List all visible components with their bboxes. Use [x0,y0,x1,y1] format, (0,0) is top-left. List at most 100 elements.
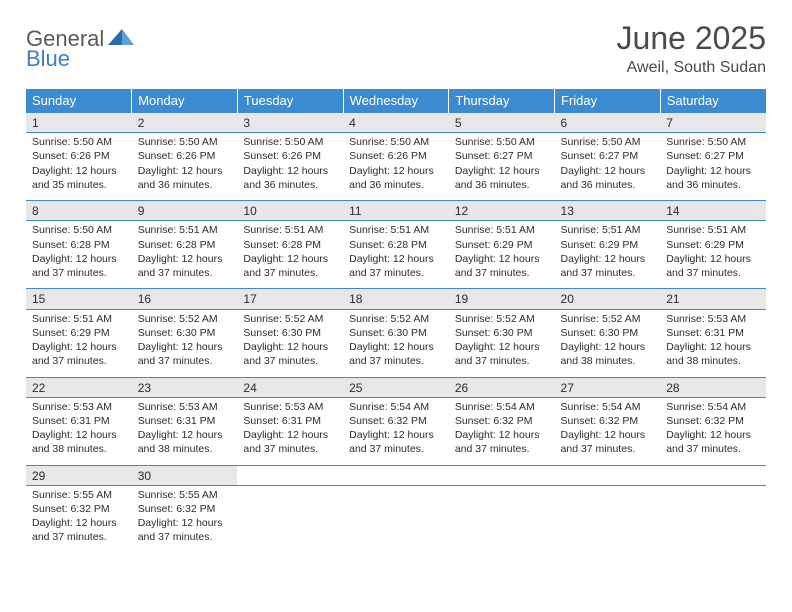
sunset-line: Sunset: 6:32 PM [349,414,443,428]
day-number-cell: 24 [237,377,343,397]
sunrise-line: Sunrise: 5:50 AM [666,135,760,149]
calendar-head: SundayMondayTuesdayWednesdayThursdayFrid… [26,89,766,113]
weekday-header: Sunday [26,89,132,113]
day-number-cell: 25 [343,377,449,397]
sunrise-line: Sunrise: 5:50 AM [243,135,337,149]
sunset-line: Sunset: 6:32 PM [666,414,760,428]
sunset-line: Sunset: 6:31 PM [243,414,337,428]
day-detail-cell: Sunrise: 5:50 AMSunset: 6:27 PMDaylight:… [555,133,661,201]
day-detail-row: Sunrise: 5:50 AMSunset: 6:26 PMDaylight:… [26,133,766,201]
day-number-cell: 16 [132,289,238,309]
day-detail-cell: Sunrise: 5:52 AMSunset: 6:30 PMDaylight:… [449,309,555,377]
sunset-line: Sunset: 6:30 PM [349,326,443,340]
day-detail-cell: Sunrise: 5:51 AMSunset: 6:28 PMDaylight:… [343,221,449,289]
day-number-cell: 1 [26,113,132,133]
sunset-line: Sunset: 6:29 PM [561,238,655,252]
sunset-line: Sunset: 6:28 PM [138,238,232,252]
sunrise-line: Sunrise: 5:51 AM [138,223,232,237]
day-detail-cell: Sunrise: 5:53 AMSunset: 6:31 PMDaylight:… [237,397,343,465]
day-detail-row: Sunrise: 5:51 AMSunset: 6:29 PM Daylight:… [26,309,766,377]
day-detail-cell: Sunrise: 5:52 AMSunset: 6:30 PMDaylight:… [132,309,238,377]
weekday-header: Monday [132,89,238,113]
day-detail-cell: Sunrise: 5:51 AMSunset: 6:29 PMDaylight:… [449,221,555,289]
day-number-row: 15161718192021 [26,289,766,309]
sunrise-line: Sunrise: 5:50 AM [455,135,549,149]
day-detail-cell [343,485,449,553]
weekday-header: Saturday [660,89,766,113]
day-number-cell [660,465,766,485]
logo-text-blue: Blue [26,46,70,71]
day-number-cell: 19 [449,289,555,309]
sunrise-line: Sunrise: 5:52 AM [243,312,337,326]
sunset-line: Sunset: 6:32 PM [455,414,549,428]
sunrise-line: Sunrise: 5:51 AM [349,223,443,237]
day-detail-cell: Sunrise: 5:52 AMSunset: 6:30 PMDaylight:… [343,309,449,377]
sunrise-line: Sunrise: 5:53 AM [243,400,337,414]
day-number-cell: 22 [26,377,132,397]
sunrise-line: Sunrise: 5:52 AM [349,312,443,326]
sunrise-line: Sunrise: 5:50 AM [349,135,443,149]
day-number-cell: 4 [343,113,449,133]
logo-triangle-icon [108,27,134,52]
sunrise-line: Sunrise: 5:54 AM [666,400,760,414]
sunset-line: Sunset: 6:27 PM [666,149,760,163]
weekday-header: Thursday [449,89,555,113]
daylight-line: Daylight: 12 hours and 37 minutes. [349,252,443,280]
day-detail-cell: Sunrise: 5:52 AMSunset: 6:30 PMDaylight:… [555,309,661,377]
daylight-line: Daylight: 12 hours and 36 minutes. [561,164,655,192]
sunset-line: Sunset: 6:29 PM [455,238,549,252]
sunset-line: Sunset: 6:27 PM [561,149,655,163]
sunrise-line: Sunrise: 5:53 AM [666,312,760,326]
weekday-header: Tuesday [237,89,343,113]
day-detail-cell: Sunrise: 5:55 AMSunset: 6:32 PMDaylight:… [132,485,238,553]
sunrise-line: Sunrise: 5:51 AM [455,223,549,237]
sunset-line: Sunset: 6:26 PM [243,149,337,163]
daylight-line: Daylight: 12 hours and 37 minutes. [666,252,760,280]
day-number-cell: 12 [449,201,555,221]
header: General June 2025 Aweil, South Sudan [26,20,766,77]
day-number-cell: 7 [660,113,766,133]
sunset-line: Sunset: 6:29 PM [32,326,126,340]
day-number-cell: 5 [449,113,555,133]
sunset-line: Sunset: 6:30 PM [138,326,232,340]
daylight-line: Daylight: 12 hours and 37 minutes. [32,252,126,280]
sunrise-line: Sunrise: 5:51 AM [32,312,126,326]
day-number-cell [237,465,343,485]
sunrise-line: Sunrise: 5:50 AM [138,135,232,149]
day-detail-cell: Sunrise: 5:51 AMSunset: 6:29 PMDaylight:… [660,221,766,289]
day-detail-cell [555,485,661,553]
sunset-line: Sunset: 6:32 PM [561,414,655,428]
daylight-line: Daylight: 12 hours and 36 minutes. [138,164,232,192]
sunset-line: Sunset: 6:32 PM [32,502,126,516]
day-number-cell: 17 [237,289,343,309]
daylight-line: Daylight: 12 hours and 37 minutes. [666,428,760,456]
sunset-line: Sunset: 6:28 PM [349,238,443,252]
sunrise-line: Sunrise: 5:55 AM [32,488,126,502]
day-detail-cell: Sunrise: 5:53 AMSunset: 6:31 PMDaylight:… [660,309,766,377]
daylight-line: Daylight: 12 hours and 37 minutes. [138,252,232,280]
daylight-line: Daylight: 12 hours and 36 minutes. [243,164,337,192]
sunrise-line: Sunrise: 5:54 AM [349,400,443,414]
daylight-line: Daylight: 12 hours and 37 minutes. [455,340,549,368]
day-detail-cell [449,485,555,553]
sunset-line: Sunset: 6:32 PM [138,502,232,516]
sunrise-line: Sunrise: 5:50 AM [32,223,126,237]
day-number-row: 891011121314 [26,201,766,221]
sunset-line: Sunset: 6:27 PM [455,149,549,163]
daylight-line: Daylight: 12 hours and 36 minutes. [455,164,549,192]
day-detail-cell: Sunrise: 5:50 AMSunset: 6:28 PMDaylight:… [26,221,132,289]
day-number-cell: 9 [132,201,238,221]
day-number-cell: 18 [343,289,449,309]
daylight-line: Daylight: 12 hours and 37 minutes. [138,516,232,544]
sunset-line: Sunset: 6:30 PM [243,326,337,340]
day-number-cell: 11 [343,201,449,221]
day-detail-row: Sunrise: 5:50 AMSunset: 6:28 PMDaylight:… [26,221,766,289]
daylight-line: Daylight: 12 hours and 37 minutes. [243,252,337,280]
sunset-line: Sunset: 6:31 PM [32,414,126,428]
sunrise-line: Sunrise: 5:50 AM [561,135,655,149]
weekday-header: Wednesday [343,89,449,113]
day-number-cell [343,465,449,485]
daylight-line: Daylight: 12 hours and 37 minutes. [32,516,126,544]
day-detail-cell: Sunrise: 5:50 AMSunset: 6:26 PMDaylight:… [237,133,343,201]
daylight-line: Daylight: 12 hours and 37 minutes. [243,340,337,368]
